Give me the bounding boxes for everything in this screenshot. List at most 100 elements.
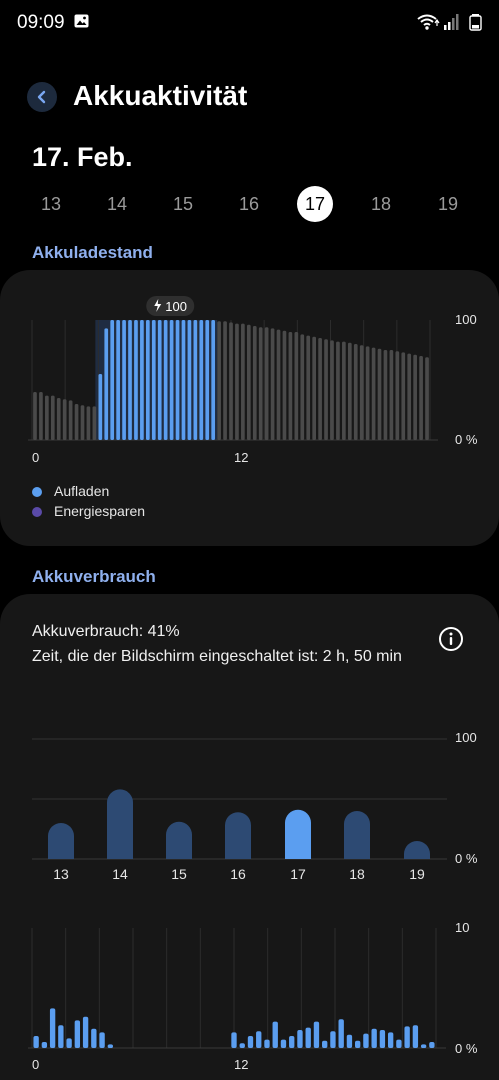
daily-x-label: 14 <box>112 866 128 882</box>
hourly-x-label-0: 0 <box>32 1057 40 1072</box>
level-bar <box>306 335 311 440</box>
level-bar <box>205 320 210 440</box>
hourly-bar <box>379 1030 386 1048</box>
level-bar <box>264 327 269 440</box>
level-bar <box>74 404 79 440</box>
status-bar: 09:09 <box>0 0 499 44</box>
legend-charging-dot <box>32 487 42 497</box>
chevron-left-icon <box>37 90 46 104</box>
signal-icon <box>444 14 459 30</box>
daily-x-label: 13 <box>53 866 69 882</box>
level-bar <box>246 324 251 440</box>
hourly-bar <box>429 1042 435 1048</box>
level-bar <box>389 350 394 440</box>
wifi-icon <box>417 14 440 30</box>
hourly-y-min: 0 % <box>455 1041 478 1056</box>
level-bar <box>312 336 317 440</box>
level-bar <box>157 320 162 440</box>
level-bar <box>169 320 174 440</box>
hourly-bar <box>338 1019 344 1048</box>
level-bar <box>68 400 73 440</box>
day-15[interactable]: 15 <box>172 194 194 214</box>
hourly-bar <box>74 1020 81 1048</box>
hourly-bar <box>264 1039 270 1048</box>
legend-power-saving: Energiesparen <box>32 503 145 519</box>
status-icons <box>417 13 483 36</box>
back-button[interactable] <box>27 82 57 112</box>
hourly-bar <box>305 1027 311 1048</box>
level-bar <box>33 392 37 440</box>
lightning-icon <box>154 299 162 312</box>
level-bar <box>401 352 406 440</box>
hourly-bar <box>58 1025 64 1048</box>
legend-charging: Aufladen <box>32 483 109 499</box>
hourly-bar <box>239 1043 245 1048</box>
day-16[interactable]: 16 <box>238 194 260 214</box>
hourly-bar <box>107 1044 114 1048</box>
level-bar <box>151 320 156 440</box>
level-y-max: 100 <box>455 312 477 327</box>
day-selector: 13 14 15 16 17 18 19 <box>0 186 499 222</box>
screen-time: Zeit, die der Bildschirm eingeschaltet i… <box>32 648 402 665</box>
hourly-bar <box>231 1032 237 1048</box>
level-bar <box>419 356 423 440</box>
battery-level-section-title: Akkuladestand <box>32 243 153 262</box>
level-bar <box>56 398 61 440</box>
hourly-bar <box>330 1031 336 1048</box>
level-bar <box>86 406 91 440</box>
day-19[interactable]: 19 <box>437 194 459 214</box>
charge-badge-label: 100 <box>165 299 187 314</box>
level-bar <box>270 328 275 440</box>
hourly-bar <box>420 1044 427 1048</box>
hourly-bar <box>346 1034 353 1048</box>
hourly-bar <box>412 1025 419 1048</box>
level-bar <box>50 395 55 440</box>
level-bar <box>425 357 429 440</box>
daily-bar <box>344 811 370 859</box>
daily-bar <box>48 823 74 859</box>
daily-usage-chart: 13 14 15 16 17 18 19 <box>32 738 447 882</box>
level-bar <box>116 320 120 440</box>
battery-usage-section-title: Akkuverbrauch <box>32 567 156 586</box>
level-bar <box>181 320 186 440</box>
legend-power-saving-dot <box>32 507 42 517</box>
level-bar <box>353 344 358 440</box>
level-bar <box>217 321 221 440</box>
level-bar <box>140 320 144 440</box>
hourly-bar <box>91 1028 97 1048</box>
level-bar <box>407 353 412 440</box>
level-bar <box>145 320 150 440</box>
day-14[interactable]: 14 <box>106 194 128 214</box>
level-bar <box>395 351 400 440</box>
level-bar <box>276 329 281 440</box>
level-bar <box>134 320 138 440</box>
day-13[interactable]: 13 <box>40 194 62 214</box>
level-bar <box>128 320 132 440</box>
level-bar <box>39 392 43 440</box>
level-bar <box>199 320 204 440</box>
level-bar <box>347 342 352 440</box>
level-bar <box>359 345 364 440</box>
level-bar <box>80 405 85 440</box>
hourly-bar <box>313 1021 320 1048</box>
level-bar <box>187 320 192 440</box>
info-icon[interactable] <box>438 626 464 652</box>
hourly-bar <box>363 1033 369 1048</box>
hourly-bar <box>49 1008 56 1048</box>
hourly-bar <box>371 1028 377 1048</box>
daily-bar <box>107 789 133 859</box>
hourly-bar <box>256 1031 262 1048</box>
day-17-selected[interactable]: 17 <box>297 186 333 222</box>
charge-badge: 100 <box>146 296 195 316</box>
date-heading: 17. Feb. <box>32 142 133 172</box>
level-bar <box>330 340 334 440</box>
day-18[interactable]: 18 <box>370 194 392 214</box>
level-bar <box>223 321 227 440</box>
level-bar <box>235 323 239 440</box>
usage-percentage: Akkuverbrauch: 41% <box>32 623 180 640</box>
status-time: 09:09 <box>17 12 65 33</box>
level-bar <box>62 399 67 440</box>
level-bar <box>318 338 322 440</box>
level-bar <box>324 339 328 440</box>
level-bar <box>122 320 126 440</box>
